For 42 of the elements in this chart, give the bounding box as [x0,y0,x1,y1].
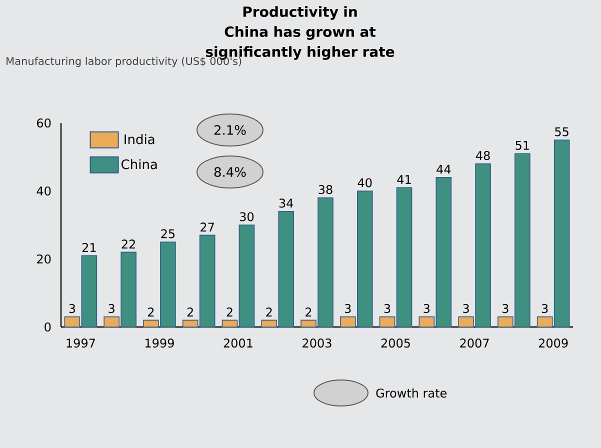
x-tick-label: 1997 [66,338,95,348]
y-tick-label: 0 [44,322,51,332]
x-tick-label: 2007 [460,338,489,348]
y-tick-label: 20 [37,254,51,264]
data-label: 2 [187,308,193,316]
data-label: 44 [436,164,451,174]
data-label: 2 [226,308,232,316]
data-label: 40 [358,178,372,188]
x-tick-label: 2009 [538,338,568,348]
legend-label: India [124,134,154,144]
data-label: 2 [306,308,312,316]
data-label: 3 [344,304,351,314]
data-label: 27 [200,222,214,232]
text: Growth rate [376,388,447,398]
data-label: 48 [476,150,490,160]
data-label: 38 [318,184,332,194]
legend-label: China [122,159,157,170]
x-tick-label: 2005 [381,338,410,348]
data-label: 3 [424,304,430,314]
data-label: 3 [69,304,76,314]
data-label: 22 [122,240,136,248]
data-label: 30 [240,212,254,222]
y-tick-label: 60 [37,118,51,128]
data-label: 3 [542,304,548,314]
x-tick-label: 1999 [146,338,174,348]
y-tick-label: 40 [36,186,51,196]
data-label: 3 [463,304,469,314]
data-label: 55 [555,127,568,136]
x-tick-label: 2003 [302,338,332,348]
data-label: 25 [161,229,175,238]
annotation: 8.4% [214,167,246,177]
data-label: 3 [502,304,508,314]
annotation: 2.1% [214,125,246,135]
data-label: 51 [516,140,529,150]
data-label: 41 [397,175,411,184]
data-label: 21 [82,242,96,252]
data-label: 34 [279,198,294,208]
x-tick-label: 2001 [224,338,252,348]
data-label: 2 [148,308,154,316]
data-label: 2 [266,308,272,316]
data-label: 3 [108,304,114,314]
data-label: 3 [384,304,390,314]
